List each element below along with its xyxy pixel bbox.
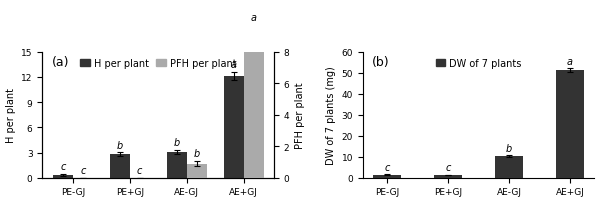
Text: c: c xyxy=(60,162,65,171)
Bar xyxy=(110,155,130,178)
Y-axis label: H per plant: H per plant xyxy=(5,88,16,142)
Legend: DW of 7 plants: DW of 7 plants xyxy=(431,55,526,73)
Bar xyxy=(167,152,187,178)
Text: c: c xyxy=(80,166,85,176)
Text: c: c xyxy=(445,162,451,172)
Text: a: a xyxy=(230,60,236,70)
Bar xyxy=(434,175,462,178)
Bar xyxy=(495,156,523,178)
Y-axis label: DW of 7 plants (mg): DW of 7 plants (mg) xyxy=(326,66,336,164)
Bar xyxy=(224,77,244,178)
Text: a: a xyxy=(251,13,257,23)
Y-axis label: PFH per plant: PFH per plant xyxy=(295,82,305,148)
Bar xyxy=(53,175,73,178)
Bar xyxy=(187,164,206,178)
Text: b: b xyxy=(506,143,512,153)
Text: b: b xyxy=(194,148,200,158)
Legend: H per plant, PFH per plant: H per plant, PFH per plant xyxy=(76,55,241,73)
Text: (a): (a) xyxy=(52,56,69,69)
Text: c: c xyxy=(137,166,142,176)
Text: a: a xyxy=(567,57,573,66)
Text: c: c xyxy=(385,162,390,172)
Bar xyxy=(244,32,263,178)
Bar xyxy=(556,71,584,178)
Text: b: b xyxy=(173,137,180,147)
Text: (b): (b) xyxy=(372,56,389,69)
Text: b: b xyxy=(116,140,123,150)
Bar xyxy=(373,175,401,178)
